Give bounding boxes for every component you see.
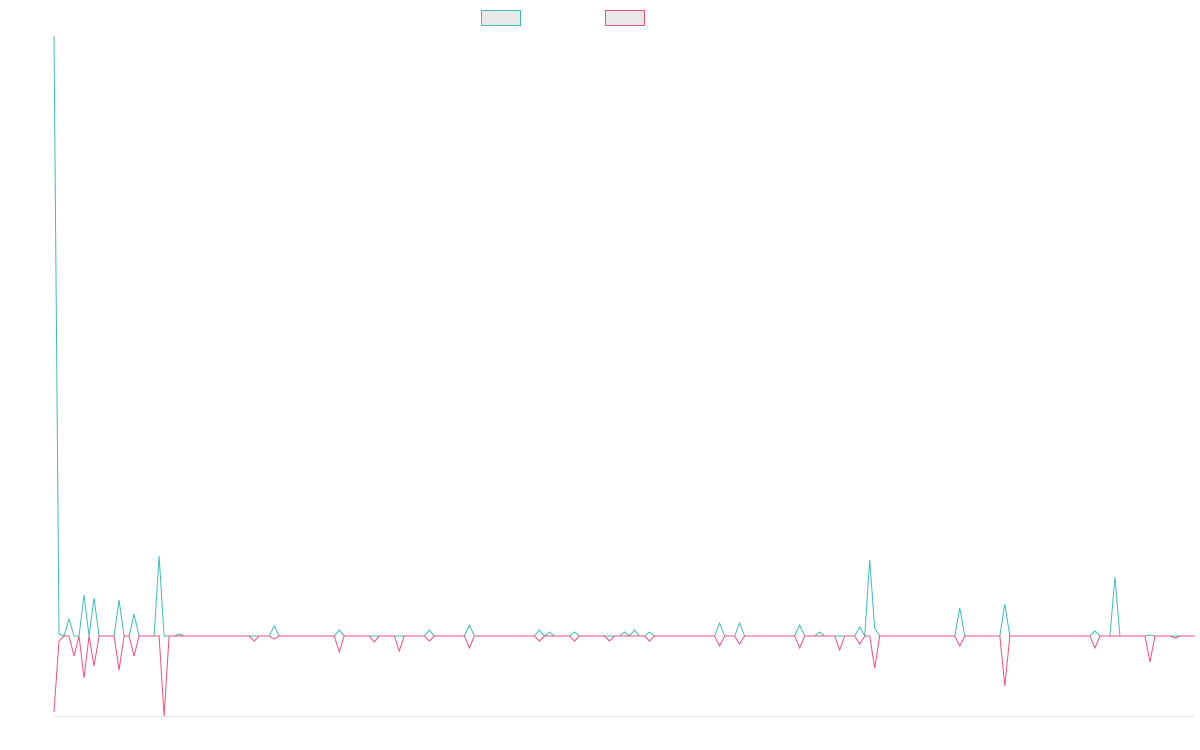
legend-swatch (605, 10, 645, 26)
legend-swatch (481, 10, 521, 26)
series-line (53, 35, 1195, 638)
series-line (53, 635, 1195, 717)
